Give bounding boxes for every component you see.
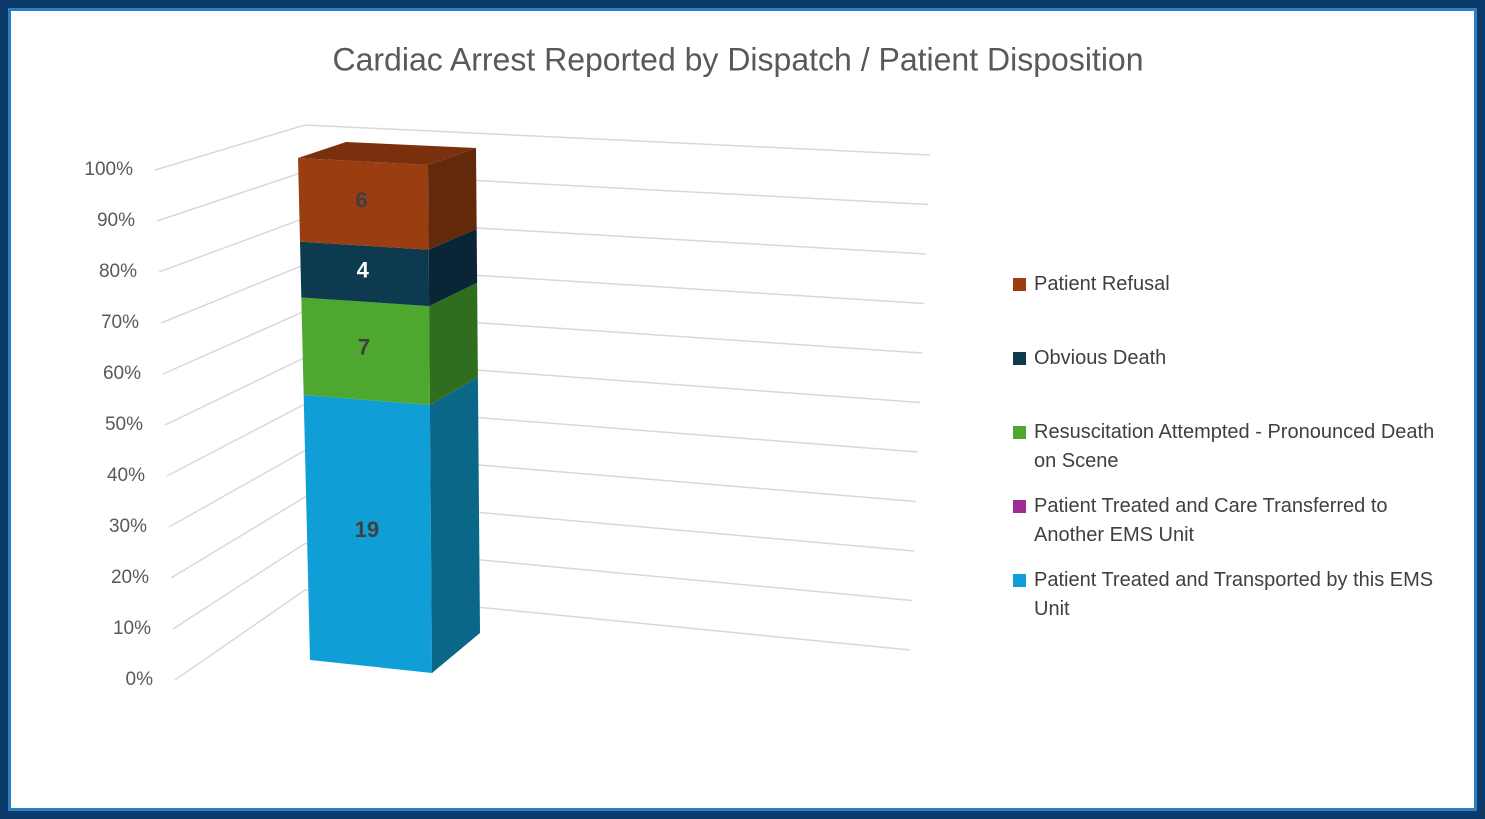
- legend-swatch: [1013, 500, 1026, 513]
- data-label: 19: [355, 517, 379, 542]
- grid-line: [164, 356, 921, 426]
- grid-line: [162, 310, 923, 375]
- bar-side: [429, 282, 478, 405]
- y-tick-label: 0%: [126, 669, 154, 690]
- grid-line: [168, 449, 917, 528]
- chart-title: Cardiac Arrest Reported by Dispatch / Pa…: [332, 41, 1143, 77]
- grid-line: [160, 263, 925, 324]
- data-label: 7: [358, 335, 370, 360]
- y-tick-label: 100%: [84, 159, 133, 180]
- legend-swatch: [1013, 352, 1026, 365]
- bar-segment: [298, 142, 477, 250]
- legend-swatch: [1013, 574, 1026, 587]
- legend-item: Patient Treated and Transported by this …: [1013, 566, 1453, 624]
- grid-line: [174, 589, 911, 681]
- data-label: 6: [356, 187, 368, 212]
- grid-line: [154, 124, 931, 171]
- legend-item: Patient Refusal: [1013, 270, 1453, 299]
- y-tick-label: 60%: [103, 363, 141, 384]
- legend-swatch: [1013, 278, 1026, 291]
- y-tick-label: 50%: [105, 414, 143, 435]
- legend-item: Resuscitation Attempted - Pronounced Dea…: [1013, 418, 1453, 476]
- bar-side: [428, 228, 478, 307]
- y-tick-label: 90%: [97, 210, 135, 231]
- legend-swatch: [1013, 426, 1026, 439]
- y-tick-label: 20%: [111, 567, 149, 588]
- bar-front: [298, 158, 429, 250]
- legend-item: Patient Treated and Care Transferred to …: [1013, 492, 1453, 550]
- y-tick-label: 80%: [99, 261, 137, 282]
- bar-front: [301, 297, 430, 405]
- bar-side: [428, 148, 477, 250]
- y-tick-label: 30%: [109, 516, 147, 537]
- legend-label: Patient Treated and Care Transferred to …: [1034, 495, 1388, 546]
- bar-segment: [301, 282, 478, 405]
- y-tick-label: 40%: [107, 465, 145, 486]
- legend-label: Patient Treated and Transported by this …: [1034, 569, 1434, 620]
- legend-label: Resuscitation Attempted - Pronounced Dea…: [1034, 421, 1435, 472]
- data-label: 4: [357, 258, 370, 283]
- grid-line: [172, 542, 913, 630]
- legend-item: Obvious Death: [1013, 344, 1453, 373]
- grid-line: [156, 170, 929, 222]
- legend-label: Patient Refusal: [1034, 273, 1170, 295]
- y-tick-label: 70%: [101, 312, 139, 333]
- y-tick-label: 10%: [113, 618, 151, 639]
- legend-label: Obvious Death: [1034, 347, 1167, 369]
- grid-line: [170, 496, 915, 579]
- grid-line: [158, 217, 927, 273]
- bar-top: [298, 142, 476, 165]
- bar-segment: [300, 228, 478, 307]
- bar-segment: [303, 377, 480, 673]
- bar-side: [429, 377, 480, 673]
- bar-front: [300, 241, 430, 307]
- bar-front: [303, 395, 432, 673]
